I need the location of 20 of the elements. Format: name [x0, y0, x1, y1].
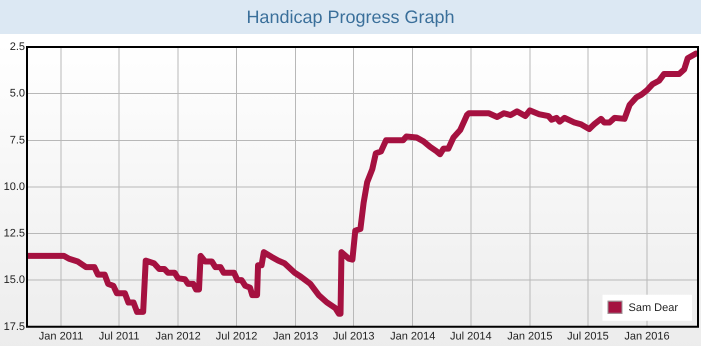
x-tick-label: Jul 2012: [216, 330, 258, 342]
y-tick-label: 7.5: [10, 134, 25, 146]
y-tick-label: 12.5: [4, 228, 25, 240]
chart-title: Handicap Progress Graph: [0, 0, 701, 34]
x-tick-label: Jul 2014: [450, 330, 492, 342]
legend-label: Sam Dear: [628, 302, 678, 314]
x-tick-label: Jan 2013: [272, 330, 318, 342]
x-tick-label: Jan 2015: [507, 330, 552, 342]
x-tick-label: Jul 2011: [98, 330, 140, 342]
y-tick-label: 10.0: [4, 180, 25, 193]
x-tick-label: Jan 2012: [156, 330, 201, 342]
x-tick-label: Jan 2014: [390, 330, 436, 342]
y-tick-label: 2.5: [10, 41, 25, 54]
x-tick-label: Jul 2013: [332, 330, 374, 342]
y-tick-label: 17.5: [4, 320, 25, 333]
y-tick-label: 15.0: [4, 274, 25, 286]
x-tick-label: Jul 2015: [567, 330, 609, 342]
x-tick-label: Jan 2011: [38, 330, 84, 342]
y-tick-label: 5.0: [10, 88, 25, 100]
x-tick-label: Jan 2016: [624, 330, 670, 342]
